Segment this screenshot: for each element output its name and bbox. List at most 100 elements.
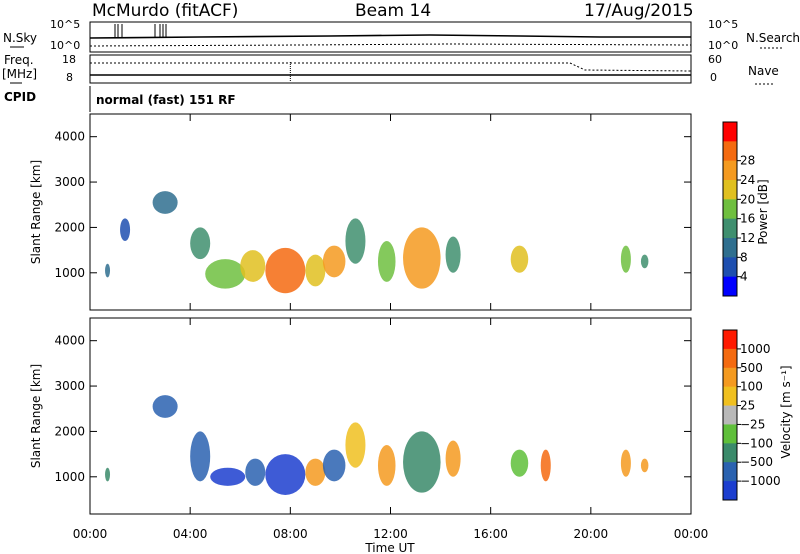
power-panel bbox=[89, 113, 692, 311]
nsearch-label: N.Search bbox=[746, 31, 800, 45]
power-echo-region bbox=[205, 259, 246, 289]
power-echo-region bbox=[105, 263, 111, 278]
nsky-tick-high: 10^5 bbox=[50, 18, 80, 31]
nave-label: Nave bbox=[748, 64, 779, 78]
velocity-colorbar-tick-label: 100 bbox=[740, 380, 763, 394]
power-colorbar-segment bbox=[723, 238, 737, 258]
velocity-colorbar-label: Velocity [m s⁻¹] bbox=[779, 365, 793, 458]
velocity-colorbar-tick-label: 25 bbox=[740, 399, 755, 413]
nave-line bbox=[90, 62, 692, 72]
velocity-echo-region bbox=[265, 454, 306, 495]
velocity-y-tick-label: 4000 bbox=[54, 334, 85, 348]
velocity-colorbar-segment bbox=[723, 443, 737, 463]
velocity-echo-region bbox=[403, 431, 441, 493]
velocity-y-tick-label: 1000 bbox=[54, 470, 85, 484]
power-colorbar-tick-label: 24 bbox=[740, 173, 755, 187]
velocity-echo-region bbox=[152, 395, 178, 418]
power-echo-region bbox=[305, 254, 326, 287]
nsky-line bbox=[89, 34, 691, 39]
velocity-echo-region bbox=[377, 445, 396, 486]
power-echo-region bbox=[240, 250, 266, 282]
velocity-colorbar-segment bbox=[723, 348, 737, 369]
power-echo-region bbox=[403, 227, 441, 289]
velocity-echo-region bbox=[540, 449, 551, 482]
velocity-echo-region bbox=[210, 467, 246, 486]
freq-tick-high: 18 bbox=[62, 53, 76, 66]
velocity-echo-region bbox=[510, 449, 529, 477]
power-colorbar-tick-label: 16 bbox=[740, 212, 755, 226]
nsky-trace bbox=[89, 24, 692, 47]
velocity-axes: 1000 2000 3000 4000 bbox=[54, 318, 692, 514]
x-tick-label: 08:00 bbox=[273, 527, 308, 541]
velocity-echo-region bbox=[190, 431, 211, 482]
velocity-echo-region bbox=[620, 449, 631, 477]
velocity-colorbar-segment bbox=[723, 424, 737, 444]
velocity-colorbar-segment bbox=[723, 481, 737, 501]
power-colorbar-segment bbox=[723, 257, 737, 278]
velocity-y-tick-label: 2000 bbox=[54, 424, 85, 438]
x-tick-label: 00:00 bbox=[73, 527, 108, 541]
nsearch-line bbox=[89, 43, 692, 47]
power-echo-region bbox=[445, 236, 461, 273]
power-echo-region bbox=[152, 191, 178, 214]
power-colorbar-label: Power [dB] bbox=[756, 179, 770, 244]
power-colorbar-tick-label: 8 bbox=[740, 250, 748, 264]
velocity-colorbar-segment bbox=[723, 405, 737, 425]
velocity-echoes bbox=[105, 395, 649, 495]
velocity-ylabel: Slant Range [km] bbox=[29, 364, 43, 468]
velocity-y-tick-label: 3000 bbox=[54, 379, 85, 393]
x-tick-label: 12:00 bbox=[373, 527, 408, 541]
x-axis-label: Time UT bbox=[364, 541, 415, 554]
nsky-label: N.Sky bbox=[3, 31, 37, 45]
power-colorbar-segment bbox=[723, 276, 737, 297]
freq-label: Freq. bbox=[4, 53, 34, 67]
freq-panel bbox=[89, 54, 692, 84]
velocity-echo-region bbox=[445, 440, 461, 477]
power-echo-region bbox=[510, 245, 529, 273]
velocity-echo-region bbox=[105, 467, 111, 482]
velocity-echo-region bbox=[640, 458, 649, 473]
velocity-echo-region bbox=[322, 449, 346, 482]
nave-tick-high: 60 bbox=[708, 53, 722, 66]
power-echo-region bbox=[265, 247, 306, 294]
power-colorbar-tick-label: 4 bbox=[740, 270, 748, 284]
nsky-tick-low: 10^0 bbox=[50, 39, 80, 52]
power-echo-region bbox=[377, 241, 396, 282]
velocity-echo-region bbox=[305, 458, 326, 486]
beam-title: Beam 14 bbox=[355, 1, 431, 21]
power-echo-region bbox=[345, 218, 366, 264]
velocity-colorbar-segment bbox=[723, 462, 737, 482]
date-title: 17/Aug/2015 bbox=[584, 1, 694, 21]
x-tick-label: 00:00 bbox=[674, 527, 709, 541]
velocity-panel bbox=[89, 317, 692, 515]
power-colorbar-segment bbox=[723, 218, 737, 239]
velocity-colorbar: 1000 500 100 25 −25 −100 −500 −1000 bbox=[722, 329, 781, 501]
velocity-colorbar-frame bbox=[722, 329, 738, 501]
power-echo-region bbox=[190, 227, 211, 260]
power-echo-region bbox=[620, 245, 631, 273]
nsearch-tick-low: 10^0 bbox=[708, 39, 738, 52]
power-colorbar-tick-label: 28 bbox=[740, 154, 755, 168]
velocity-colorbar-tick-label: −1000 bbox=[740, 474, 781, 488]
power-y-tick-label: 2000 bbox=[54, 220, 85, 234]
power-colorbar-segment bbox=[723, 160, 737, 181]
power-colorbar-segment bbox=[723, 180, 737, 200]
velocity-echo-region bbox=[245, 458, 266, 486]
power-colorbar-frame bbox=[722, 121, 738, 297]
power-echo-region bbox=[322, 245, 346, 278]
power-y-tick-label: 4000 bbox=[54, 130, 85, 144]
power-echo-region bbox=[120, 218, 131, 242]
power-echo-region bbox=[640, 254, 649, 269]
x-tick-label: 20:00 bbox=[574, 527, 609, 541]
nsearch-tick-high: 10^5 bbox=[708, 18, 738, 31]
velocity-colorbar-segment bbox=[723, 367, 737, 388]
velocity-echo-region bbox=[345, 422, 366, 468]
station-title: McMurdo (fitACF) bbox=[92, 1, 238, 21]
cpid-text: normal (fast) 151 RF bbox=[96, 93, 236, 107]
velocity-colorbar-tick-label: −25 bbox=[740, 417, 765, 431]
power-echoes bbox=[105, 191, 649, 294]
power-colorbar-segment bbox=[723, 199, 737, 220]
power-colorbar-tick-label: 12 bbox=[740, 231, 755, 245]
freq-unit-label: [MHz] bbox=[2, 67, 37, 81]
